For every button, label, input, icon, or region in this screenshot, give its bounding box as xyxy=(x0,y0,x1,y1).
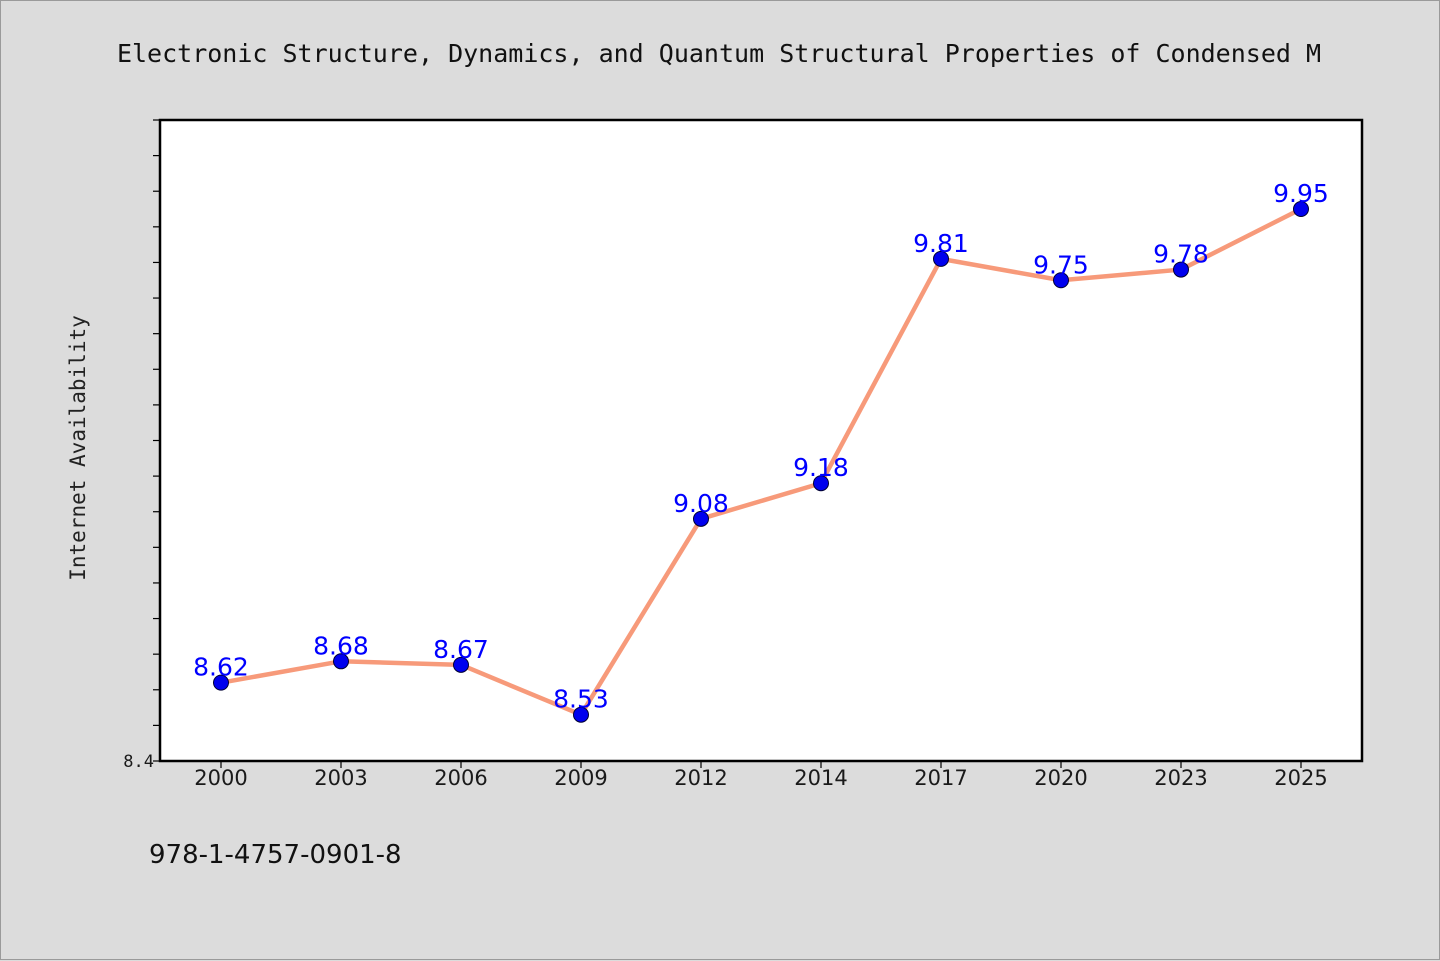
y-axis-ticks xyxy=(153,119,160,762)
y-axis-label: Internet Availability xyxy=(66,315,90,581)
x-tick-label: 2023 xyxy=(1154,766,1207,790)
chart-title: Electronic Structure, Dynamics, and Quan… xyxy=(117,39,1321,68)
x-axis-ticks: 2000 2003 2006 2009 2012 2014 2017 2020 2023 2025 xyxy=(194,761,1328,790)
x-tick-label: 2003 xyxy=(314,766,367,790)
x-tick-label: 2009 xyxy=(554,766,607,790)
data-point xyxy=(1293,201,1309,218)
x-tick-label: 2014 xyxy=(794,766,847,790)
data-label: 9.08 xyxy=(673,489,729,518)
data-label: 9.75 xyxy=(1033,250,1089,279)
x-tick-label: 2017 xyxy=(914,766,967,790)
data-point xyxy=(453,656,469,673)
data-point xyxy=(933,250,949,267)
data-point xyxy=(813,475,829,492)
data-label: 9.18 xyxy=(793,453,849,482)
data-point xyxy=(213,674,229,691)
isbn-footer: 978-1-4757-0901-8 xyxy=(149,840,402,870)
data-label: 9.81 xyxy=(913,229,969,258)
x-tick-label: 2025 xyxy=(1274,766,1327,790)
data-point xyxy=(693,510,709,527)
data-label: 8.68 xyxy=(313,631,369,660)
y-tick-label-min: 8.4 xyxy=(123,752,154,772)
data-label: 8.67 xyxy=(433,635,489,664)
data-point xyxy=(1173,261,1189,278)
series-layer: 8.62 8.68 8.67 8.53 9.08 9.18 9.81 9.75 9.78 9.95 xyxy=(193,179,1329,723)
data-point xyxy=(573,706,589,723)
data-point xyxy=(1053,272,1069,289)
x-tick-label: 2006 xyxy=(434,766,487,790)
data-label: 8.62 xyxy=(193,653,249,682)
x-tick-label: 2000 xyxy=(194,766,247,790)
x-tick-label: 2020 xyxy=(1034,766,1087,790)
series-line xyxy=(218,206,1304,717)
data-label: 8.53 xyxy=(553,685,609,714)
data-label: 9.95 xyxy=(1273,179,1329,208)
data-point xyxy=(333,653,349,670)
x-tick-label: 2012 xyxy=(674,766,727,790)
data-label: 9.78 xyxy=(1153,240,1209,269)
plot-area xyxy=(158,118,1364,763)
